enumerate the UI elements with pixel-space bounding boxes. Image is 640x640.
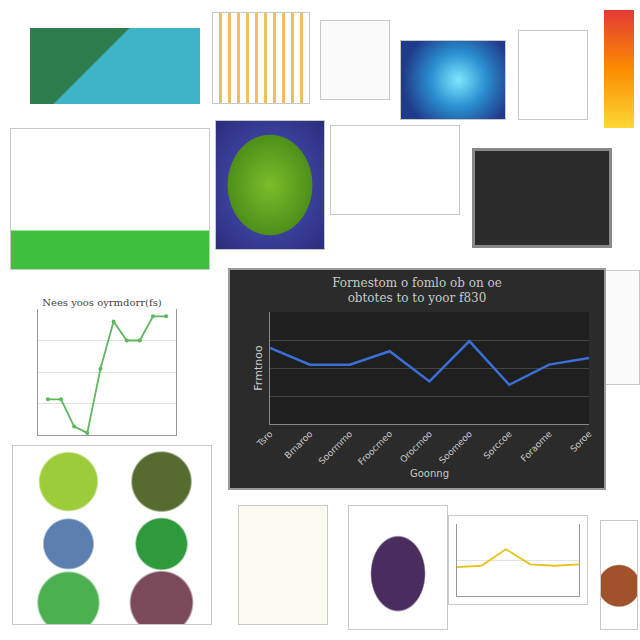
svg-text:Bmaroo: Bmaroo	[283, 428, 315, 460]
svg-text:Goonng: Goonng	[410, 468, 449, 479]
svg-text:Tsro: Tsro	[254, 428, 275, 449]
svg-text:Frmtnoo: Frmtnoo	[252, 345, 265, 391]
svg-text:Soroe: Soroe	[568, 428, 594, 454]
svg-text:Soomeoo: Soomeoo	[437, 428, 474, 465]
svg-text:Fornestom o fomlo ob on oeobto: Fornestom o fomlo ob on oeobtotes to to …	[332, 276, 502, 306]
svg-text:Froocmeo: Froocmeo	[356, 428, 394, 466]
svg-text:Nees yoos oyrmdorr(fs): Nees yoos oyrmdorr(fs)	[42, 297, 162, 308]
svg-text:Soormmo: Soormmo	[317, 428, 355, 466]
svg-text:Foraome: Foraome	[519, 428, 554, 463]
svg-text:Orocmoo: Orocmoo	[398, 428, 434, 464]
svg-text:Sorccoe: Sorccoe	[482, 429, 515, 462]
